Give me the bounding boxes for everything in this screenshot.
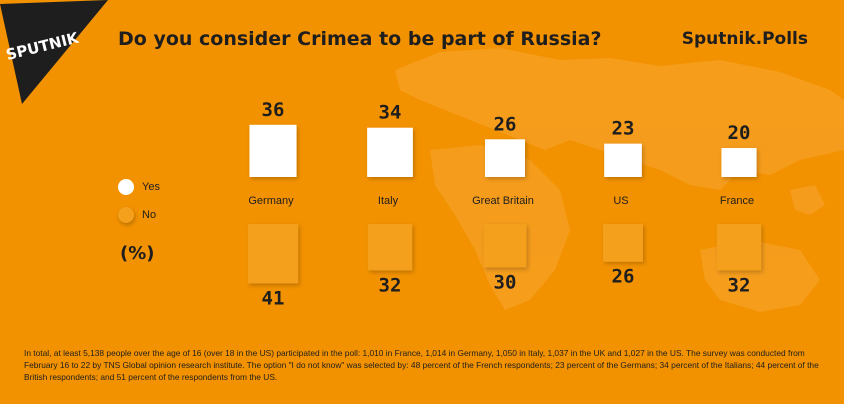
- bar-yes-0: [249, 124, 297, 177]
- chart-title: Do you consider Crimea to be part of Rus…: [118, 28, 602, 50]
- legend-item-no: No: [118, 206, 160, 224]
- data-label-no-2: 30: [494, 272, 517, 294]
- category-label-0: Germany: [248, 195, 294, 207]
- data-label-no-4: 32: [728, 274, 751, 296]
- category-label-4: France: [720, 195, 754, 207]
- bar-no-3: [603, 224, 643, 262]
- sputnik-logo: SPUTNIK: [0, 0, 108, 104]
- legend-item-yes: Yes: [118, 178, 160, 196]
- bar-no-0: [247, 224, 299, 284]
- data-label-yes-2: 26: [494, 113, 517, 135]
- data-label-no-0: 41: [262, 287, 285, 309]
- bar-no-4: [716, 224, 762, 271]
- footnote: In total, at least 5,138 people over the…: [24, 348, 819, 382]
- legend-no-label: No: [142, 209, 157, 221]
- bar-yes-4: [721, 148, 757, 177]
- bar-yes-1: [367, 127, 413, 177]
- data-label-yes-4: 20: [728, 122, 751, 144]
- unit-label: (%): [120, 243, 155, 264]
- data-label-no-3: 26: [612, 266, 635, 288]
- category-label-3: US: [613, 195, 628, 207]
- bar-yes-2: [485, 139, 525, 177]
- legend: Yes No: [118, 178, 160, 234]
- bar-no-1: [367, 224, 413, 271]
- legend-yes-label: Yes: [142, 181, 160, 193]
- data-label-yes-0: 36: [262, 99, 285, 121]
- data-label-yes-1: 34: [379, 102, 402, 124]
- brand-label: Sputnik.Polls: [681, 29, 808, 49]
- bar-yes-3: [604, 143, 642, 177]
- legend-no-swatch: [118, 207, 134, 223]
- category-label-1: Italy: [378, 195, 399, 207]
- data-label-yes-3: 23: [612, 118, 635, 140]
- data-label-no-1: 32: [379, 274, 402, 296]
- category-label-2: Great Britain: [472, 195, 534, 207]
- legend-yes-swatch: [118, 179, 134, 195]
- bar-no-2: [483, 224, 527, 268]
